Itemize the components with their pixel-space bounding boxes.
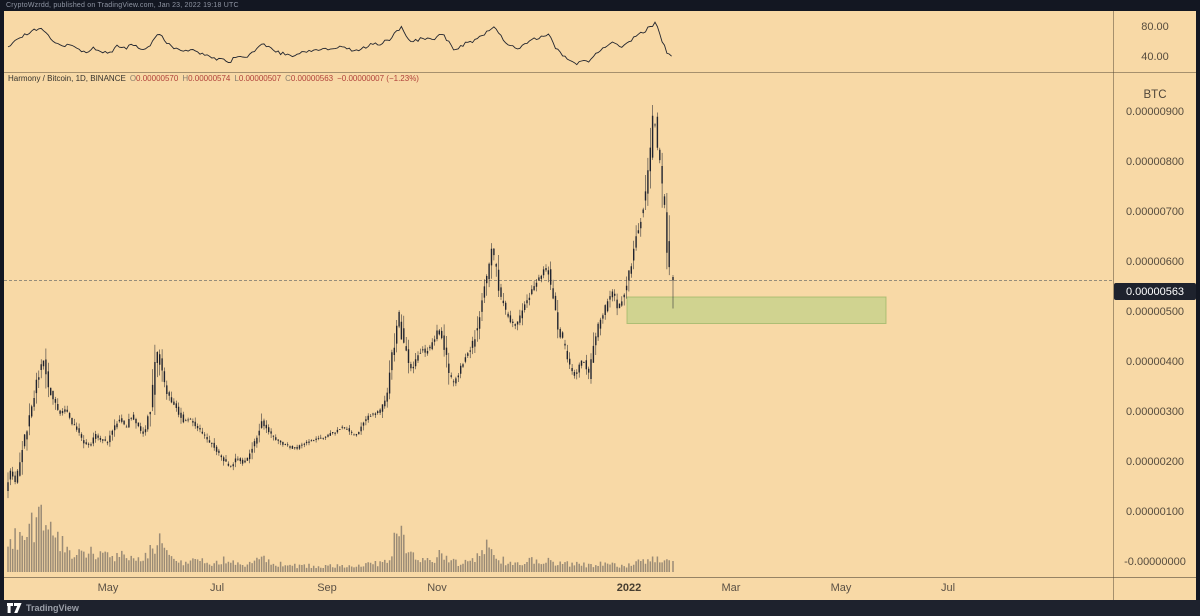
indicator-axis-label: 80.00 — [1141, 21, 1169, 33]
attribution-text: CryptoWzrdd, published on TradingView.co… — [6, 2, 239, 9]
tradingview-icon[interactable] — [7, 603, 22, 613]
time-axis-month-label: Mar — [721, 582, 741, 594]
legend-ohlc-value: 0.00000570 — [136, 74, 179, 83]
time-axis-month-label: Nov — [427, 582, 447, 594]
price-axis-label: 0.00000700 — [1125, 206, 1185, 218]
price-axis-label: 0.00000300 — [1125, 406, 1185, 418]
legend-ohlc-value: 0.00000563 — [290, 74, 334, 83]
time-axis-month-label: May — [97, 582, 119, 594]
footer-bar: TradingView — [0, 600, 1200, 616]
price-axis-label: 0.00000500 — [1125, 306, 1185, 318]
time-axis-month-label: May — [830, 582, 852, 594]
frame-edge-left — [0, 11, 4, 600]
price-axis-label: 0.00000400 — [1125, 356, 1185, 368]
time-axis-month-label: Jul — [940, 582, 956, 594]
time-axis-year-label: 2022 — [616, 582, 642, 594]
oscillator-line — [7, 21, 672, 66]
legend-ohlc-value: 0.00000574 — [188, 74, 231, 83]
footer-brand[interactable]: TradingView — [26, 603, 79, 613]
candle-wicks — [7, 105, 674, 499]
attribution-bar: CryptoWzrdd, published on TradingView.co… — [0, 0, 1200, 11]
symbol-title: Harmony / Bitcoin, 1D, BINANCE — [8, 74, 126, 83]
time-axis[interactable]: May Jul Sep Nov 2022 Mar May Jul — [4, 578, 1113, 600]
candle-bodies — [7, 115, 674, 491]
support-zone — [626, 296, 887, 324]
legend-ohlc-key: C — [285, 74, 291, 83]
frame-edge-right — [1196, 11, 1200, 600]
pane-divider — [4, 72, 1196, 73]
price-axis-currency: BTC — [1143, 89, 1167, 101]
price-axis-label: 0.00000900 — [1125, 106, 1185, 118]
price-axis-label: 0.00000600 — [1125, 256, 1185, 268]
symbol-legend: Harmony / Bitcoin, 1D, BINANCE O0.0000057… — [8, 74, 419, 84]
legend-ohlc-key: O — [129, 74, 137, 83]
legend-change: −0.00000007 (−1.23%) — [337, 74, 419, 83]
last-price-badge: 0.00000563 — [1114, 283, 1196, 300]
price-axis-label: -0.00000000 — [1124, 556, 1186, 568]
time-axis-month-label: Jul — [209, 582, 225, 594]
volume-bars — [7, 504, 674, 572]
price-axis-border — [1113, 11, 1114, 600]
time-axis-border — [4, 577, 1196, 578]
price-axis-label: 0.00000200 — [1125, 456, 1185, 468]
legend-ohlc-key: H — [182, 74, 189, 83]
time-axis-month-label: Sep — [317, 582, 337, 594]
price-axis-label: 0.00000800 — [1125, 156, 1185, 168]
price-axis[interactable]: BTC 0.00000900 0.00000800 0.00000700 0.0000… — [1114, 11, 1196, 600]
indicator-axis-label: 40.00 — [1141, 51, 1169, 63]
price-axis-label: 0.00000100 — [1125, 506, 1185, 518]
legend-ohlc-value: 0.00000507 — [238, 74, 282, 83]
legend-ohlc-key: L — [234, 74, 239, 83]
